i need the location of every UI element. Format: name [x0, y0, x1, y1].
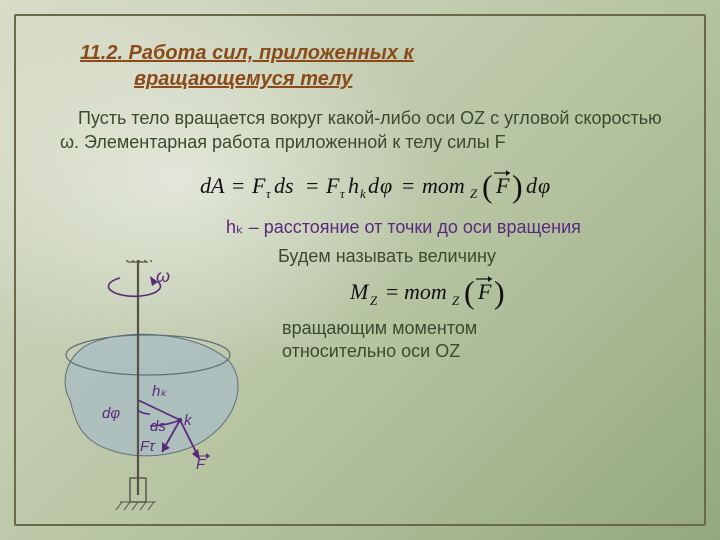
- svg-text:F: F: [251, 173, 266, 198]
- svg-text:(: (: [464, 274, 475, 310]
- svg-text:=: =: [386, 279, 398, 304]
- svg-text:mom: mom: [404, 279, 447, 304]
- svg-text:=: =: [306, 173, 318, 198]
- svg-text:Z: Z: [452, 293, 460, 308]
- svg-text:): ): [512, 168, 523, 204]
- title-line-1: 11.2. Работа сил, приложенных к: [80, 42, 414, 64]
- rot-moment-line-2: относительно оси OZ: [282, 341, 460, 361]
- section-title: 11.2. Работа сил, приложенных к вращающе…: [80, 40, 680, 92]
- hk-explanation: hₖ – расстояние от точки до оси вращения: [226, 217, 680, 238]
- svg-text:(: (: [482, 168, 493, 204]
- svg-text:F: F: [495, 173, 510, 198]
- will-call-text: Будем называть величину: [278, 246, 680, 267]
- svg-text:dA: dA: [200, 173, 225, 198]
- intro-paragraph: Пусть тело вращается вокруг какой-либо о…: [60, 106, 680, 155]
- svg-text:=: =: [232, 173, 244, 198]
- svg-text:=: =: [402, 173, 414, 198]
- svg-text:d: d: [526, 173, 538, 198]
- rotation-diagram: ω hₖ dφ ds k Fτ F: [50, 260, 250, 510]
- formula-work: dA = F τ ds = F τ h k d φ = mom Z ( F: [140, 163, 680, 207]
- label-k: k: [184, 412, 192, 429]
- svg-text:F: F: [325, 173, 340, 198]
- label-hk: hₖ: [152, 382, 167, 400]
- svg-text:F: F: [477, 279, 492, 304]
- label-Ftau: Fτ: [140, 438, 155, 455]
- svg-text:Z: Z: [370, 293, 378, 308]
- rot-moment-line-1: вращающим моментом: [282, 318, 477, 338]
- svg-text:h: h: [348, 173, 359, 198]
- formula-moment: M Z = mom Z ( F ): [350, 271, 680, 313]
- svg-text:k: k: [360, 186, 366, 201]
- svg-text:τ: τ: [266, 186, 272, 201]
- svg-text:φ: φ: [380, 173, 392, 198]
- svg-text:): ): [494, 274, 505, 310]
- svg-text:φ: φ: [538, 173, 550, 198]
- label-omega: ω: [156, 266, 170, 287]
- title-line-2: вращающемуся телу: [134, 66, 680, 92]
- label-dphi: dφ: [102, 405, 120, 422]
- svg-text:Z: Z: [470, 186, 478, 201]
- svg-text:mom: mom: [422, 173, 465, 198]
- svg-text:M: M: [350, 279, 370, 304]
- label-ds: ds: [150, 418, 166, 435]
- svg-text:τ: τ: [340, 186, 346, 201]
- rotating-moment-text: вращающим моментом относительно оси OZ: [282, 317, 680, 364]
- svg-text:d: d: [368, 173, 380, 198]
- svg-text:ds: ds: [274, 173, 294, 198]
- label-F: F: [196, 456, 205, 473]
